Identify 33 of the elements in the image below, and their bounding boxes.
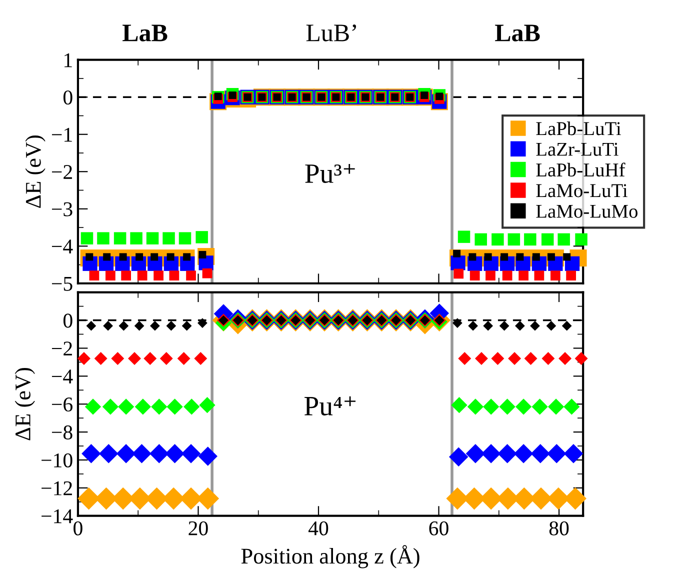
x-axis-title: Position along z (Å): [241, 545, 420, 568]
y-axis-title: ΔE (eV): [14, 368, 35, 440]
x-tick-label: 0: [74, 521, 82, 536]
y-tick-label: −2: [52, 165, 72, 179]
y-tick-label: −3: [52, 202, 72, 216]
text: LaB: [122, 24, 168, 42]
y-tick-label: −4: [52, 240, 73, 254]
y-tick-label: 1: [64, 53, 72, 68]
text: LuB’: [306, 24, 356, 42]
y-tick-label: −2: [52, 342, 72, 356]
text: LaB: [495, 24, 540, 42]
x-tick-label: 60: [429, 521, 448, 536]
x-tick-label: 80: [549, 521, 569, 536]
legend-label: LaZr-LuTi: [536, 142, 618, 156]
annotation: Pu⁴⁺: [304, 396, 356, 416]
y-tick-label: 0: [63, 314, 72, 328]
x-tick-label: 40: [308, 521, 328, 536]
y-tick-label: −6: [52, 398, 72, 412]
y-tick-label: −5: [52, 276, 72, 291]
y-tick-label: 0: [63, 90, 72, 105]
legend-label: LaMo-LuTi: [536, 184, 628, 198]
y-tick-label: −14: [42, 509, 73, 524]
y-tick-label: −4: [52, 370, 73, 384]
x-tick-label: 20: [188, 521, 208, 536]
y-tick-label: −12: [42, 481, 72, 496]
annotation: Pu³⁺: [305, 164, 355, 184]
y-tick-label: −10: [42, 453, 72, 468]
legend-label: LaPb-LuTi: [536, 122, 621, 136]
y-tick-label: −8: [52, 425, 72, 440]
legend-label: LaMo-LuMo: [536, 204, 638, 218]
y-axis-title: ΔE (eV): [25, 136, 46, 208]
legend-label: LaPb-LuHf: [536, 162, 626, 177]
y-tick-label: −1: [52, 128, 72, 142]
